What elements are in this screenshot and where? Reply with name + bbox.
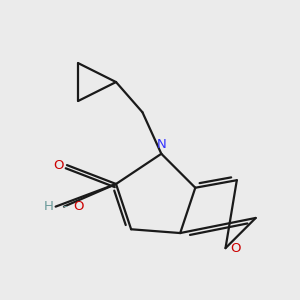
Text: -: - [62, 200, 67, 213]
Text: O: O [230, 242, 241, 255]
Text: O: O [74, 200, 84, 213]
Text: H: H [44, 200, 54, 213]
Text: N: N [156, 138, 166, 151]
Text: O: O [53, 159, 64, 172]
